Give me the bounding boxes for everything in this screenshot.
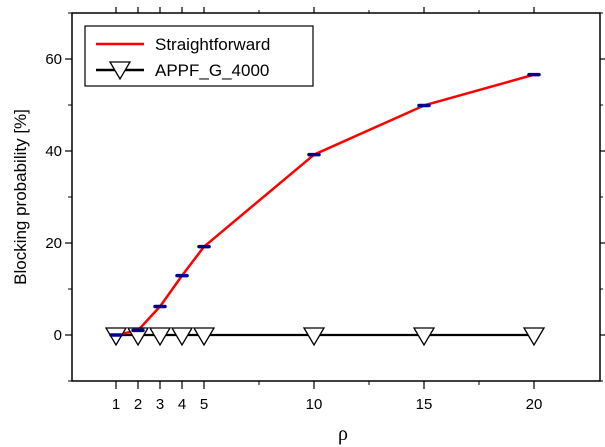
- y-tick-label: 0: [54, 327, 62, 344]
- y-axis-title: Blocking probability [%]: [11, 109, 30, 285]
- x-tick-label: 4: [178, 396, 186, 413]
- appf-point-marker: [126, 327, 150, 347]
- legend-triangle-marker: [108, 61, 132, 81]
- x-tick-label: 15: [416, 396, 433, 413]
- x-tick-label: 1: [112, 396, 120, 413]
- appf-point-marker: [192, 327, 216, 347]
- series-line-straightforward: [115, 73, 535, 337]
- appf-point-marker: [412, 327, 436, 347]
- x-tick-label: 5: [200, 396, 208, 413]
- x-tick-label: 20: [526, 396, 543, 413]
- y-tick-label: 20: [45, 235, 62, 252]
- legend: Straightforward APPF_G_4000: [84, 25, 314, 87]
- appf-point-marker: [148, 327, 172, 347]
- series-markers: [104, 72, 546, 347]
- x-tick-label: 3: [156, 396, 164, 413]
- y-tick-label: 60: [45, 51, 62, 68]
- legend-label-straightforward: Straightforward: [155, 35, 270, 54]
- x-tick-label: 2: [134, 396, 142, 413]
- y-tick-label: 40: [45, 143, 62, 160]
- appf-point-marker: [170, 327, 194, 347]
- x-axis-title: ρ: [338, 423, 348, 445]
- axis-ticks: [65, 7, 605, 389]
- legend-box: [84, 25, 314, 87]
- x-tick-label: 10: [306, 396, 323, 413]
- legend-label-appf: APPF_G_4000: [155, 61, 269, 80]
- appf-point-marker: [522, 327, 546, 347]
- y-tick-labels: 0 20 40 60: [45, 51, 62, 344]
- x-tick-labels: 1 2 3 4 5 10 15 20: [112, 396, 543, 413]
- appf-point-marker: [302, 327, 326, 347]
- series-lines: [115, 73, 535, 337]
